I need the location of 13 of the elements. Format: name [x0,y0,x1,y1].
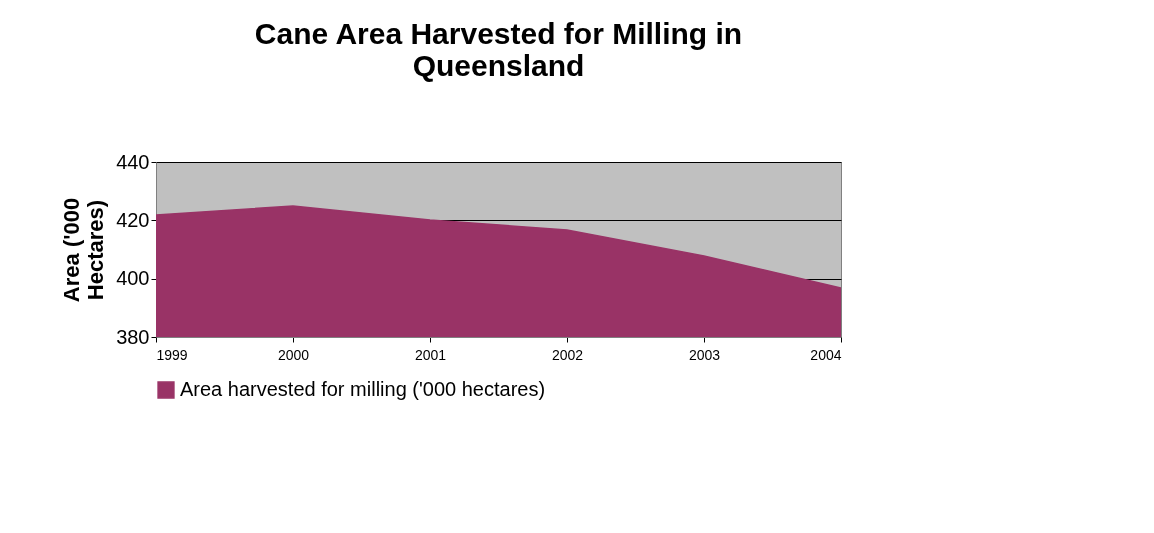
y-tick-label: 420 [116,208,150,231]
x-tick-label: 2001 [414,346,447,363]
x-tick-label: 2002 [551,346,584,363]
y-axis-title: Area ('000 Hectares) [59,197,109,303]
y-tick-label: 400 [116,267,150,290]
x-tick-label: 1999 [156,346,188,363]
x-tick-label: 2000 [277,346,310,363]
legend-label: Area harvested for milling ('000 hectares) [180,378,546,400]
y-tick-label: 380 [116,325,150,348]
chart-title: Cane Area Harvested for Milling in Queensland [254,17,743,82]
x-tick-label: 2004 [810,346,842,363]
x-tick-label: 2003 [688,346,721,363]
y-tick-label: 440 [116,150,150,173]
